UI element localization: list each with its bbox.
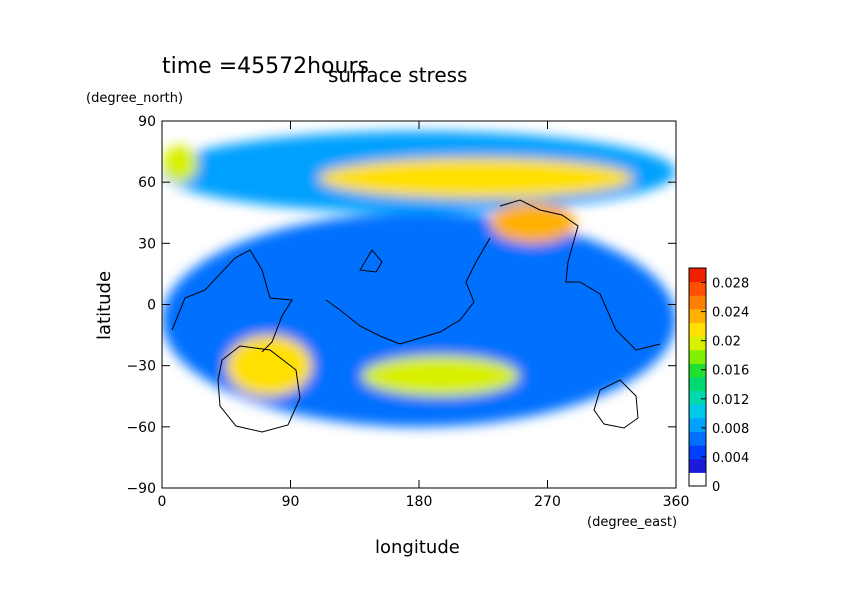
colorbar-swatch — [689, 472, 706, 487]
colorbar-swatch — [689, 336, 706, 351]
axis-ticks — [161, 120, 677, 489]
colorbar-tick-label: 0.024 — [712, 306, 749, 321]
y-unit-label: (degree_north) — [86, 91, 183, 106]
y-tick-label: 30 — [138, 236, 156, 252]
coastline-south-tip — [593, 379, 639, 429]
colorbar-swatch — [689, 390, 706, 405]
y-tick-label: 90 — [138, 114, 156, 130]
colorbar-tick-label: 0.016 — [712, 364, 749, 379]
colorbar-frame — [688, 267, 707, 487]
y-tick-label: −30 — [126, 359, 156, 375]
colorbar-tick-label: 0.028 — [712, 277, 749, 292]
stress-feature — [361, 355, 519, 397]
stress-field — [162, 121, 676, 488]
x-tick-label: 90 — [282, 494, 300, 510]
stress-feature — [319, 157, 634, 199]
colorbar-swatch — [689, 322, 706, 337]
y-tick-label: 60 — [138, 175, 156, 191]
coastline-americas — [499, 199, 661, 351]
colorbar-swatch — [689, 404, 706, 419]
colorbar-swatch — [689, 349, 706, 364]
y-tick-label: −60 — [126, 420, 156, 436]
stress-feature — [490, 202, 577, 244]
y-tick-label: −90 — [126, 481, 156, 497]
x-tick-label: 180 — [406, 494, 433, 510]
colorbar-tick-label: 0.008 — [712, 422, 749, 437]
x-tick-label: 270 — [534, 494, 561, 510]
coastlines — [171, 199, 661, 433]
y-axis-label: latitude — [94, 271, 115, 340]
colorbar-swatch — [689, 458, 706, 473]
coastline-africa — [171, 249, 293, 353]
colorbar-tick-label: 0.004 — [712, 451, 749, 466]
colorbar-swatch — [689, 377, 706, 392]
colorbar-ticks: 0.028 0.024 0.02 0.016 0.012 0.008 0.004 0 — [701, 277, 749, 495]
colorbar-tick-label: 0 — [712, 480, 720, 495]
x-unit-label: (degree_east) — [587, 515, 677, 530]
chart-title: surface stress — [328, 63, 467, 87]
colorbar-swatch — [689, 431, 706, 446]
colorbar-swatch — [689, 268, 706, 283]
colorbar-swatch — [689, 417, 706, 432]
stress-feature — [162, 145, 198, 183]
colorbar-swatch — [689, 445, 706, 460]
stress-feature — [226, 335, 312, 397]
time-label: time =45572hours — [162, 54, 369, 79]
x-axis-label: longitude — [375, 537, 460, 558]
x-tick-label: 0 — [158, 494, 167, 510]
colorbar-swatch — [689, 308, 706, 323]
colorbar-swatch — [689, 363, 706, 378]
axis-tick-labels: 0 90 180 270 360 90 60 30 0 −30 −60 −90 — [126, 114, 689, 510]
coastline-lake — [359, 249, 383, 273]
colorbar-swatch — [689, 281, 706, 296]
coastline-australia — [217, 345, 301, 433]
colorbar — [688, 267, 707, 487]
colorbar-tick-label: 0.02 — [712, 335, 741, 350]
colorbar-tick-label: 0.012 — [712, 393, 749, 408]
colorbar-swatch — [689, 295, 706, 310]
x-tick-label: 360 — [663, 494, 690, 510]
coastline-lower-americas — [325, 237, 491, 345]
y-tick-label: 0 — [147, 298, 156, 314]
